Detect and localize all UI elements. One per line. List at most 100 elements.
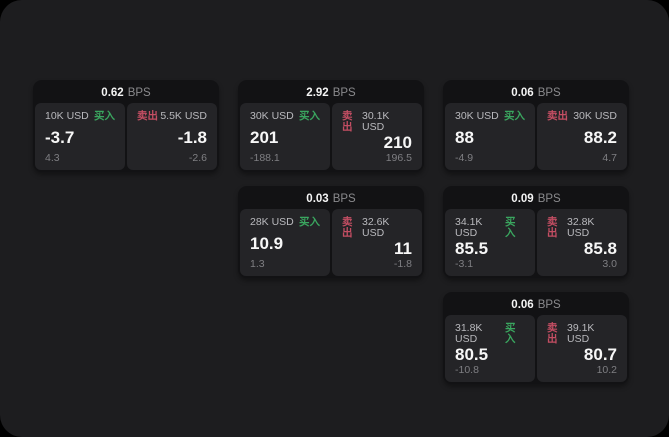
spread-value: 0.09 [511, 192, 534, 205]
buy-price: 85.5 [455, 239, 489, 259]
spread-unit-label: BPS [332, 86, 356, 99]
sell-side-label: 卖出 [547, 216, 558, 239]
quote-card: 0.09 BPS 34.1K USD 买入 85.5 -3.1 卖出 32.8K… [443, 186, 629, 278]
buy-amount-label: 30K USD [250, 110, 294, 122]
spread-unit-label: BPS [537, 298, 561, 311]
buy-panel-top: 30K USD 买入 [250, 111, 320, 122]
sell-amount-label: 30.1K USD [361, 110, 390, 133]
sell-delta: 4.7 [602, 151, 617, 164]
sell-price: -1.8 [177, 128, 207, 147]
sell-delta: 3.0 [602, 257, 617, 270]
buy-panel-top: 28K USD 买入 [250, 217, 320, 228]
sell-panel-top: 卖出 5.5K USD [137, 111, 207, 122]
spread-unit-label: BPS [127, 86, 151, 99]
spread-value: 0.03 [306, 192, 329, 205]
buy-price: -3.7 [45, 128, 75, 147]
buy-amount-label: 34.1K USD [455, 216, 483, 239]
buy-side-label: 买入 [299, 110, 320, 122]
buy-panel-top: 31.8K USD 买入 [455, 323, 525, 344]
buy-panel-top: 34.1K USD 买入 [455, 217, 525, 238]
quote-card: 0.06 BPS 31.8K USD 买入 80.5 -10.8 卖出 39.1… [443, 292, 629, 384]
sell-amount-label: 32.8K USD [566, 216, 595, 239]
sell-price: 80.7 [583, 345, 617, 365]
buy-side-label: 买入 [504, 110, 525, 122]
sell-price: 11 [394, 239, 412, 259]
buy-side-label: 买入 [94, 110, 115, 122]
sell-panel[interactable]: 卖出 5.5K USD -1.8 -2.6 [127, 103, 217, 170]
spread-value: 0.06 [511, 86, 534, 99]
sell-side-label: 卖出 [342, 110, 353, 133]
buy-panel-top: 10K USD 买入 [45, 111, 115, 122]
sell-amount-label: 39.1K USD [566, 322, 595, 345]
spread-value: 0.06 [511, 298, 534, 311]
quote-card: 0.06 BPS 30K USD 买入 88 -4.9 卖出 30K USD 8… [443, 80, 629, 172]
sell-panel-top: 卖出 32.6K USD [342, 217, 412, 238]
sell-delta: 196.5 [385, 151, 412, 164]
buy-price: 10.9 [250, 234, 284, 253]
sell-delta: -1.8 [393, 257, 412, 270]
buy-amount-label: 31.8K USD [455, 322, 483, 345]
buy-sell-panels: 30K USD 买入 201 -188.1 卖出 30.1K USD 210 1… [240, 103, 422, 170]
spread-header: 0.03 BPS [240, 188, 422, 209]
sell-side-label: 卖出 [547, 110, 568, 122]
sell-price: 88.2 [583, 128, 617, 147]
sell-side-label: 卖出 [137, 110, 158, 122]
sell-panel[interactable]: 卖出 32.6K USD 11 -1.8 [332, 209, 422, 276]
buy-side-label: 买入 [299, 216, 320, 228]
buy-amount-label: 30K USD [455, 110, 499, 122]
buy-delta: -10.8 [455, 363, 479, 376]
sell-amount-label: 30K USD [573, 110, 617, 122]
spread-header: 0.09 BPS [445, 188, 627, 209]
buy-delta: -4.9 [455, 151, 474, 164]
sell-delta: 10.2 [596, 363, 617, 376]
buy-sell-panels: 30K USD 买入 88 -4.9 卖出 30K USD 88.2 4.7 [445, 103, 627, 170]
buy-delta: 1.3 [250, 257, 265, 270]
quote-card: 0.62 BPS 10K USD 买入 -3.7 4.3 卖出 5.5K USD… [33, 80, 219, 172]
spread-unit-label: BPS [332, 192, 356, 205]
sell-price: 85.8 [583, 239, 617, 259]
sell-panel[interactable]: 卖出 30K USD 88.2 4.7 [537, 103, 627, 170]
buy-panel[interactable]: 31.8K USD 买入 80.5 -10.8 [445, 315, 535, 382]
sell-amount-label: 32.6K USD [361, 216, 390, 239]
sell-panel-top: 卖出 30K USD [547, 111, 617, 122]
sell-panel-top: 卖出 30.1K USD [342, 111, 412, 132]
spread-value: 2.92 [306, 86, 329, 99]
buy-delta: -188.1 [250, 151, 280, 164]
buy-side-label: 买入 [505, 322, 516, 345]
spread-header: 0.06 BPS [445, 82, 627, 103]
buy-sell-panels: 34.1K USD 买入 85.5 -3.1 卖出 32.8K USD 85.8… [445, 209, 627, 276]
spread-unit-label: BPS [537, 86, 561, 99]
sell-side-label: 卖出 [547, 322, 558, 345]
sell-side-label: 卖出 [342, 216, 353, 239]
quote-cards-grid: 0.62 BPS 10K USD 买入 -3.7 4.3 卖出 5.5K USD… [33, 80, 629, 384]
quote-card: 2.92 BPS 30K USD 买入 201 -188.1 卖出 30.1K … [238, 80, 424, 172]
spread-value: 0.62 [101, 86, 124, 99]
buy-price: 80.5 [455, 345, 489, 365]
sell-panel[interactable]: 卖出 39.1K USD 80.7 10.2 [537, 315, 627, 382]
buy-amount-label: 28K USD [250, 216, 294, 228]
sell-panel[interactable]: 卖出 30.1K USD 210 196.5 [332, 103, 422, 170]
buy-panel[interactable]: 34.1K USD 买入 85.5 -3.1 [445, 209, 535, 276]
buy-sell-panels: 10K USD 买入 -3.7 4.3 卖出 5.5K USD -1.8 -2.… [35, 103, 217, 170]
spread-header: 0.62 BPS [35, 82, 217, 103]
buy-panel[interactable]: 28K USD 买入 10.9 1.3 [240, 209, 330, 276]
quote-card: 0.03 BPS 28K USD 买入 10.9 1.3 卖出 32.6K US… [238, 186, 424, 278]
sell-delta: -2.6 [188, 151, 207, 164]
sell-panel-top: 卖出 39.1K USD [547, 323, 617, 344]
buy-side-label: 买入 [505, 216, 516, 239]
buy-delta: 4.3 [45, 151, 60, 164]
sell-amount-label: 5.5K USD [160, 110, 207, 122]
buy-panel[interactable]: 30K USD 买入 88 -4.9 [445, 103, 535, 170]
sell-panel[interactable]: 卖出 32.8K USD 85.8 3.0 [537, 209, 627, 276]
buy-price: 201 [250, 128, 279, 147]
buy-price: 88 [455, 128, 474, 147]
spread-header: 0.06 BPS [445, 294, 627, 315]
buy-panel[interactable]: 30K USD 买入 201 -188.1 [240, 103, 330, 170]
sell-price: 210 [383, 133, 412, 153]
spread-unit-label: BPS [537, 192, 561, 205]
buy-panel[interactable]: 10K USD 买入 -3.7 4.3 [35, 103, 125, 170]
buy-sell-panels: 28K USD 买入 10.9 1.3 卖出 32.6K USD 11 -1.8 [240, 209, 422, 276]
buy-sell-panels: 31.8K USD 买入 80.5 -10.8 卖出 39.1K USD 80.… [445, 315, 627, 382]
